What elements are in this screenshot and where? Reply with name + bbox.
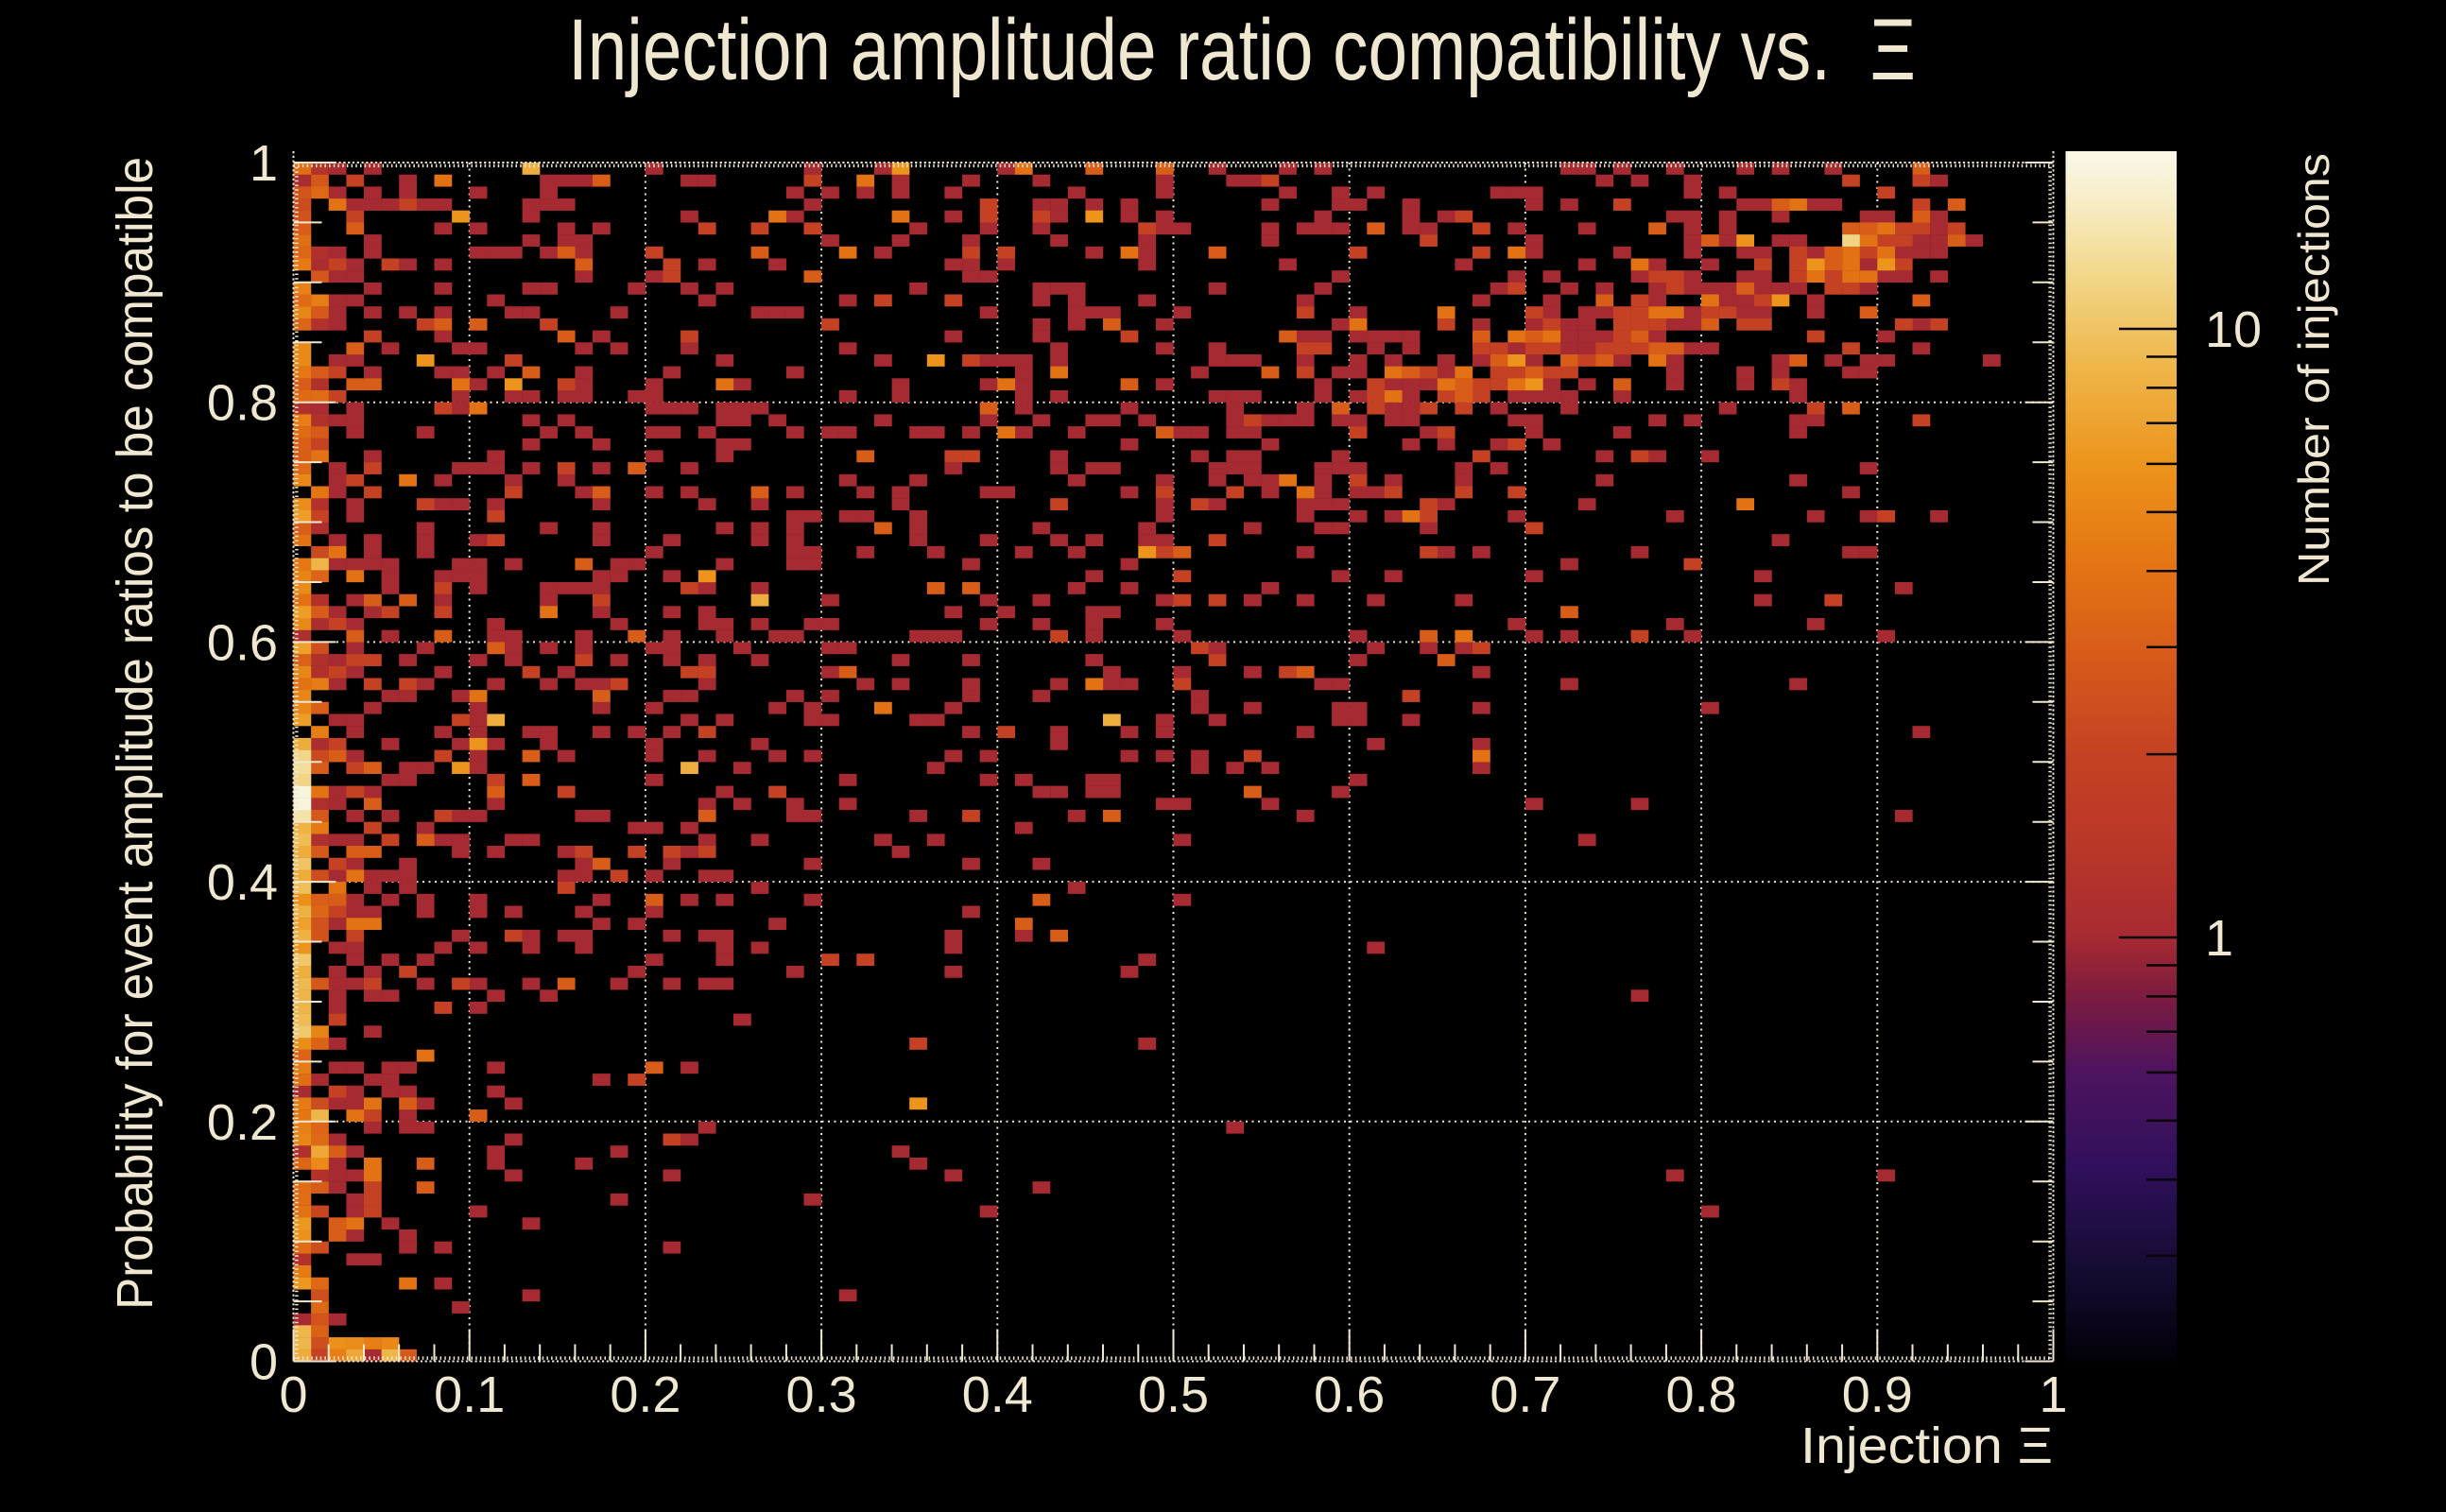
svg-text:0.6: 0.6 [1314,1366,1385,1423]
svg-text:0.8: 0.8 [207,375,278,432]
svg-text:0.1: 0.1 [434,1366,505,1423]
svg-text:Number of injections: Number of injections [2289,153,2338,586]
svg-text:0.5: 0.5 [1138,1366,1209,1423]
svg-text:1: 1 [250,135,278,192]
svg-text:Injection amplitude ratio comp: Injection amplitude ratio compatibility … [568,2,1916,98]
svg-text:0.2: 0.2 [207,1094,278,1151]
svg-text:0.6: 0.6 [207,614,278,671]
svg-text:0.4: 0.4 [207,854,278,911]
svg-text:0.7: 0.7 [1490,1366,1560,1423]
svg-text:0.4: 0.4 [962,1366,1033,1423]
svg-text:Injection Ξ: Injection Ξ [1800,1418,2053,1474]
svg-text:0.2: 0.2 [610,1366,680,1423]
svg-text:0.3: 0.3 [786,1366,857,1423]
svg-text:10: 10 [2205,301,2262,358]
svg-text:1: 1 [2039,1366,2067,1423]
svg-text:0: 0 [250,1334,278,1391]
svg-text:0.8: 0.8 [1666,1366,1737,1423]
svg-text:1: 1 [2205,910,2233,967]
svg-text:Probability for event amplitud: Probability for event amplitude ratios t… [107,157,164,1310]
svg-text:0.9: 0.9 [1842,1366,1913,1423]
svg-text:0: 0 [279,1366,307,1423]
